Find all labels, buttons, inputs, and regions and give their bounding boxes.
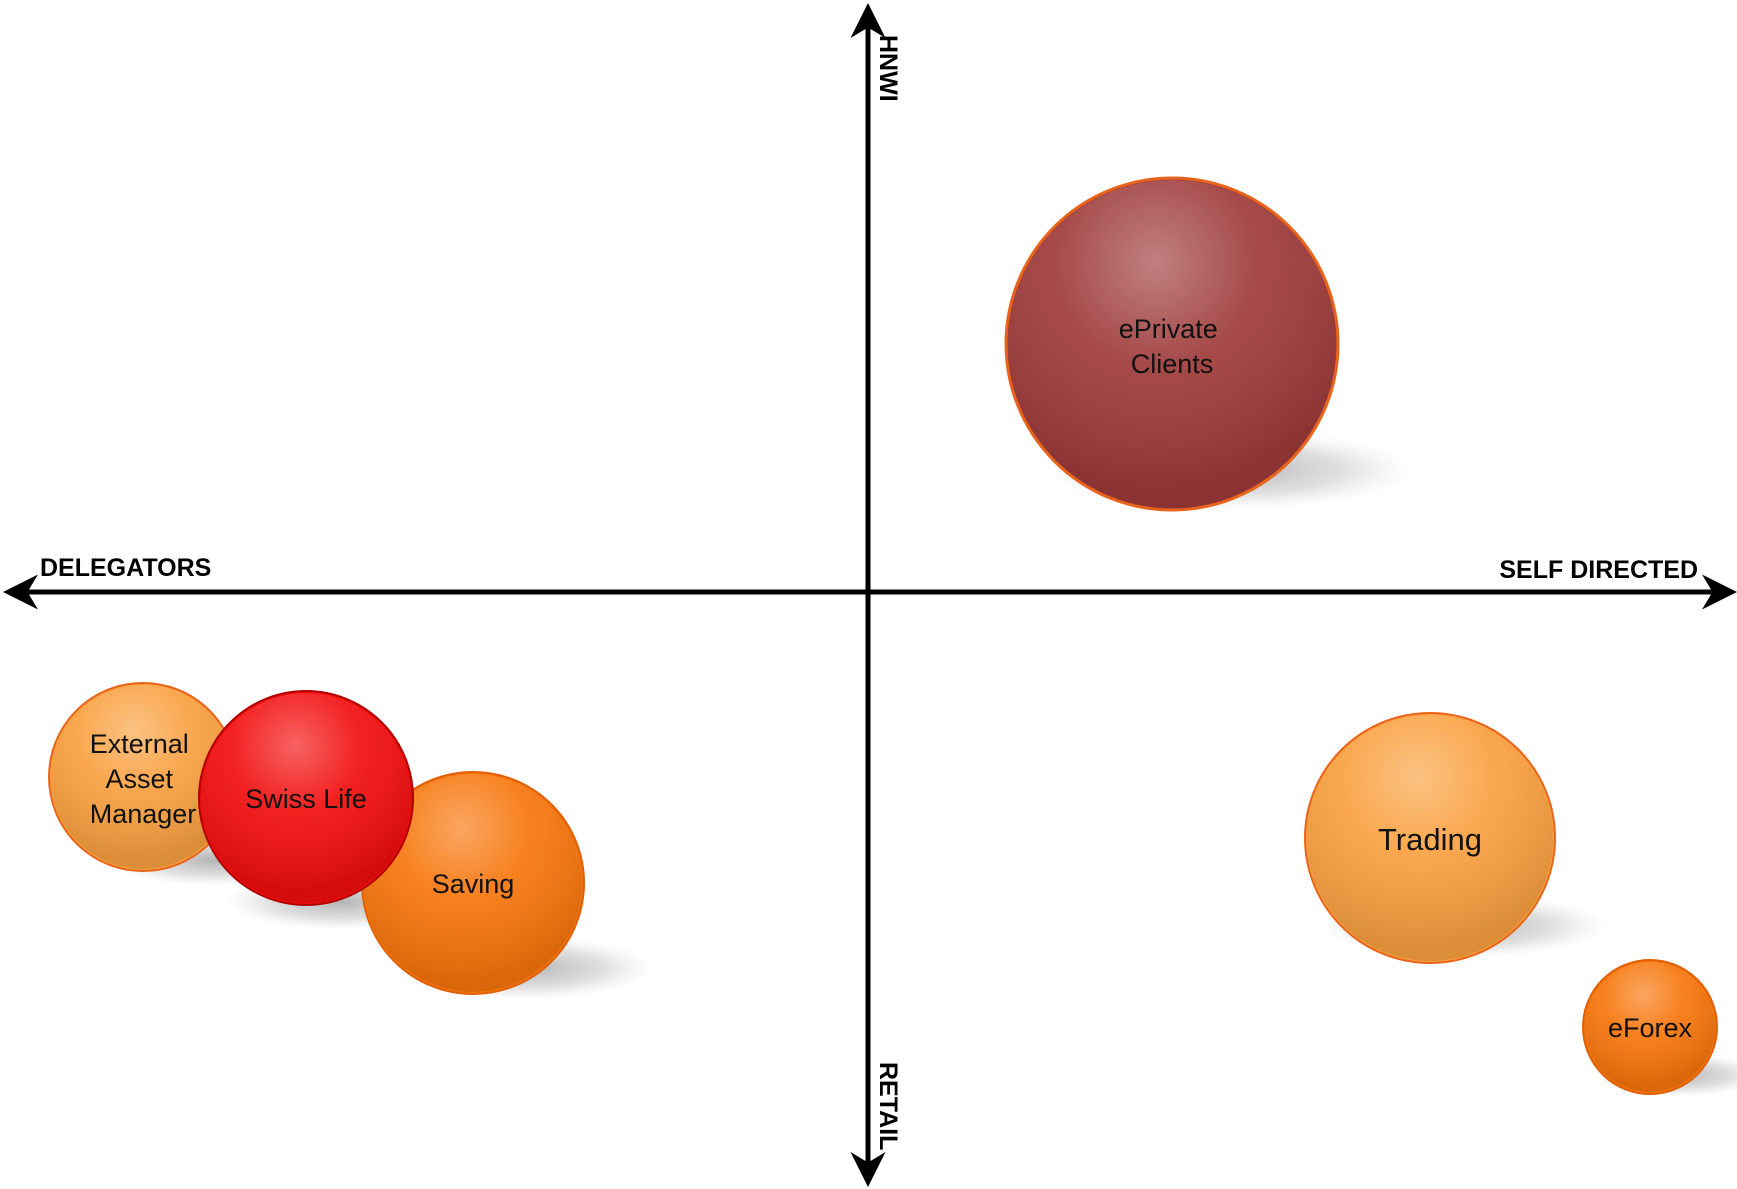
bubble-swisslife-label: Swiss Life — [245, 784, 367, 814]
bubble-saving-label: Saving — [432, 869, 515, 899]
bubble-external-line-3: Manager — [90, 799, 197, 829]
axis-label-bottom: RETAIL — [874, 1062, 902, 1150]
bubble-external-line-1: External — [90, 729, 189, 759]
bubble-eforex-gloss — [1585, 962, 1715, 1092]
bubble-eprivate: ePrivate Clients — [1004, 176, 1340, 512]
bubble-external-line-2: Asset — [105, 764, 173, 794]
bubble-eprivate-line-1: ePrivate — [1119, 314, 1218, 344]
bubble-eprivate-line-2: Clients — [1131, 349, 1214, 379]
bubble-eforex-line-1: eForex — [1608, 1013, 1693, 1043]
bubble-eforex-label: eForex — [1608, 1013, 1693, 1043]
bubble-external-label: External Asset Manager — [90, 729, 197, 829]
bubble-trading: Trading — [1304, 712, 1556, 964]
bubble-swisslife-gloss — [201, 693, 411, 903]
axis-label-right: SELF DIRECTED — [1499, 556, 1698, 584]
bubble-trading-gloss — [1307, 715, 1553, 961]
bubble-saving-line-1: Saving — [432, 869, 515, 899]
bubble-trading-line-1: Trading — [1378, 822, 1482, 857]
bubble-saving: Saving — [361, 771, 585, 995]
bubble-external-asset-manager: External Asset Manager — [48, 682, 238, 872]
axis-label-top: HNWI — [874, 35, 902, 102]
bubble-trading-label: Trading — [1378, 822, 1482, 857]
bubble-eforex: eForex — [1582, 959, 1718, 1095]
bubble-eprivate-gloss — [1008, 180, 1336, 508]
bubble-swisslife-line-1: Swiss Life — [245, 784, 367, 814]
bubble-saving-gloss — [364, 774, 582, 992]
bubble-external-gloss — [51, 685, 235, 869]
bubble-swiss-life: Swiss Life — [198, 690, 414, 906]
bubble-eprivate-label: ePrivate Clients — [1119, 314, 1226, 379]
axes: HNWI RETAIL DELEGATORS SELF DIRECTED — [3, 3, 1737, 1187]
axis-label-left: DELEGATORS — [40, 554, 211, 582]
